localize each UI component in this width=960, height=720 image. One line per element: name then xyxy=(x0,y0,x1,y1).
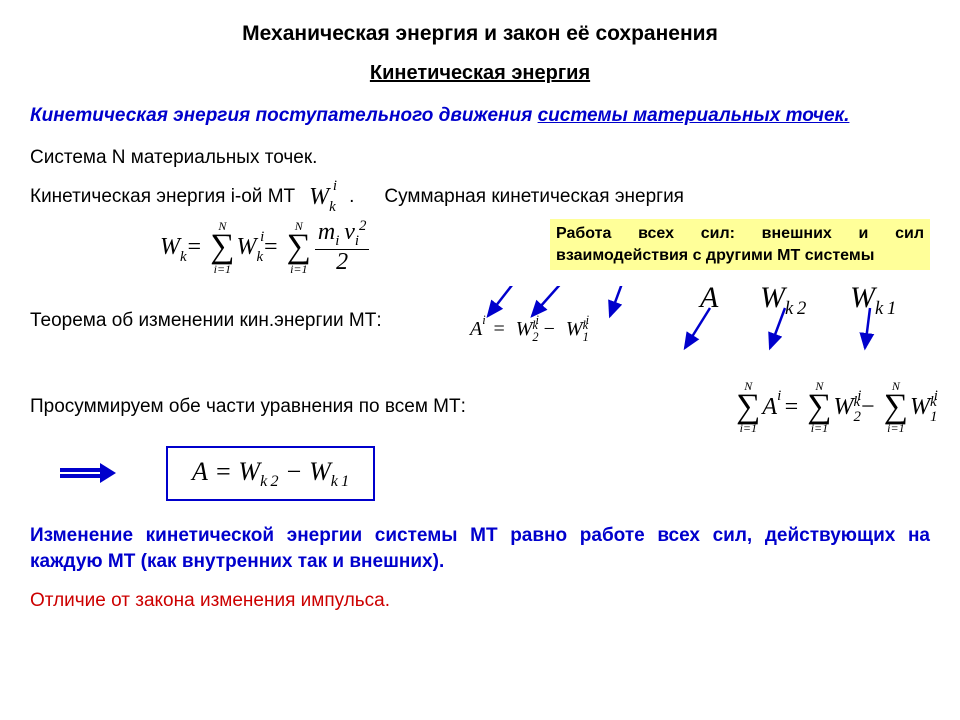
boxed-result: A = Wk 2 − Wk 1 xyxy=(166,446,375,501)
summary-label: Суммарная кинетическая энергия xyxy=(384,184,684,210)
wk-sum-formula: Wk = N∑i=1 W ik = N∑i=1 mi vi2 2 xyxy=(160,219,371,276)
period: . xyxy=(349,184,354,210)
sum-label: Просуммируем обе части уравнения по всем… xyxy=(30,394,466,420)
theorem-label: Теорема об изменении кин.энергии МТ: xyxy=(30,286,382,334)
system-line: Система N материальных точек. xyxy=(30,145,930,171)
difference-text: Отличие от закона изменения импульса. xyxy=(30,588,930,614)
ke-i-label: Кинетическая энергия i-ой МТ xyxy=(30,184,295,210)
conclusion-text: Изменение кинетической энергии системы М… xyxy=(30,523,930,574)
implies-arrow-icon xyxy=(60,466,116,482)
page-subtitle: Кинетическая энергия xyxy=(30,60,930,87)
sum-row: Просуммируем обе части уравнения по всем… xyxy=(30,380,930,435)
theorem-row: Теорема об изменении кин.энергии МТ: A W… xyxy=(30,286,930,366)
intro-text-1: Кинетическая энергия поступательного дви… xyxy=(30,105,538,126)
ai-formula: Ai = W ik 2 − W ik 1 xyxy=(470,316,583,343)
intro-line: Кинетическая энергия поступательного дви… xyxy=(30,103,930,129)
intro-text-2: системы материальных точек. xyxy=(538,105,850,126)
formula-row: Wk = N∑i=1 W ik = N∑i=1 mi vi2 2 Работа … xyxy=(30,219,930,276)
result-row: A = Wk 2 − Wk 1 xyxy=(30,446,930,501)
page-title: Механическая энергия и закон её сохранен… xyxy=(30,20,930,48)
sum-formula: N∑i=1 Ai = N∑i=1 W ik 2 − N∑i=1 W ik 1 xyxy=(734,380,930,435)
ke-i-row: Кинетическая энергия i-ой МТ W ik . Сумм… xyxy=(30,181,930,213)
wki-symbol: W ik xyxy=(309,181,329,213)
highlight-box: Работа всех сил: внешних и сил взаимодей… xyxy=(550,219,930,270)
